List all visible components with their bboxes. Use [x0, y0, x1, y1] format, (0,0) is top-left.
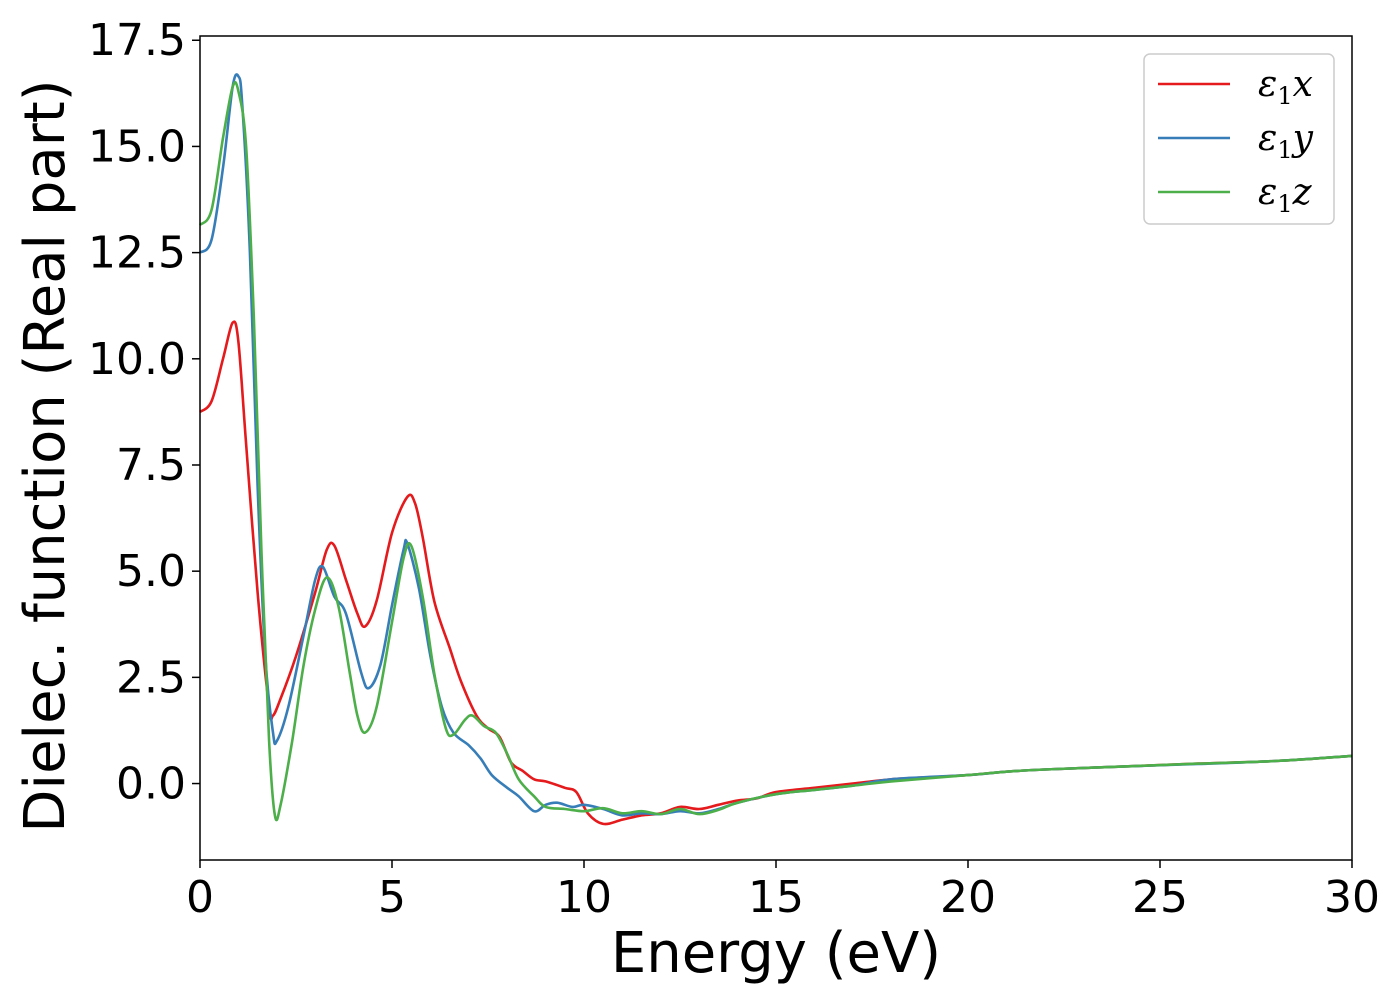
y-tick-label: 15.0: [88, 121, 186, 172]
legend: ε1x ε1y ε1z: [1143, 53, 1335, 225]
y-tick-label: 12.5: [88, 228, 186, 279]
legend-label-y: ε1y: [1258, 118, 1314, 164]
y-axis: 0.0 2.5 5.0 7.5 10.0 12.5 15.0 17.5: [88, 15, 200, 810]
x-tick-label: 5: [378, 872, 406, 923]
x-tick-label: 20: [940, 872, 996, 923]
legend-label-x: ε1x: [1258, 64, 1313, 110]
y-tick-label: 7.5: [116, 440, 186, 491]
y-tick-label: 5.0: [116, 546, 186, 597]
x-axis: 0 5 10 15 20 25 30: [186, 860, 1380, 923]
x-axis-label: Energy (eV): [611, 921, 941, 986]
x-tick-label: 0: [186, 872, 214, 923]
x-tick-label: 10: [556, 872, 612, 923]
series-layer: [198, 73, 1353, 826]
series-line-z: [198, 80, 1353, 822]
y-tick-label: 0.0: [116, 759, 186, 810]
y-axis-label: Dielec. function (Real part): [13, 79, 78, 832]
legend-box: [1143, 53, 1335, 225]
y-tick-label: 17.5: [88, 15, 186, 66]
x-tick-label: 25: [1132, 872, 1188, 923]
x-tick-label: 15: [748, 872, 804, 923]
y-tick-label: 10.0: [88, 334, 186, 385]
y-tick-label: 2.5: [116, 652, 186, 703]
x-tick-label: 30: [1324, 872, 1380, 923]
legend-label-z: ε1z: [1258, 172, 1313, 218]
